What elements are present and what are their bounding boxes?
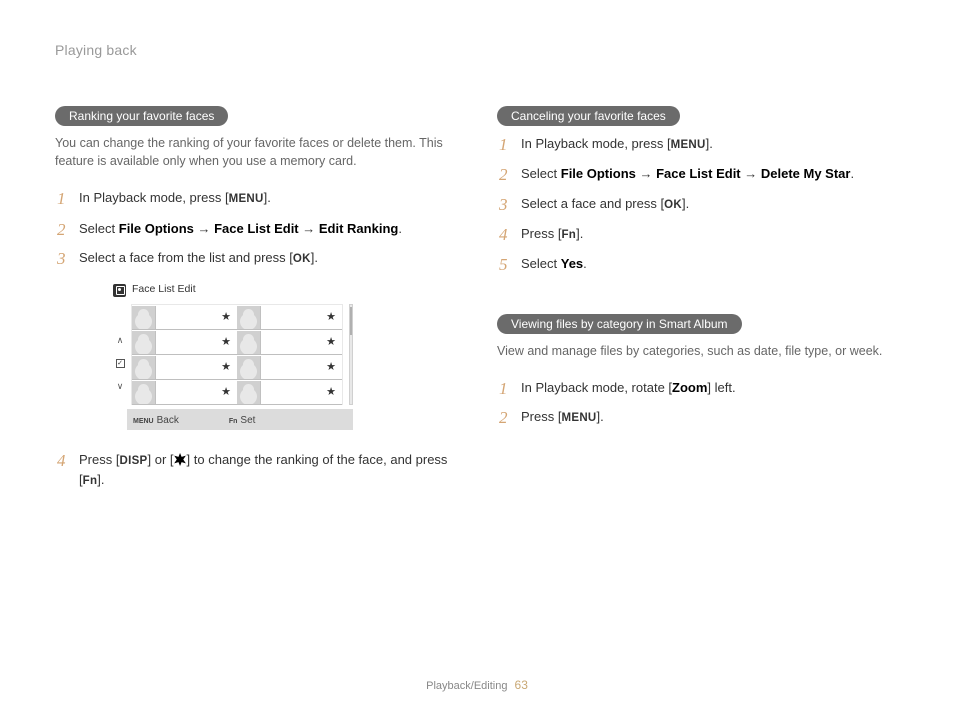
canceling-steps: In Playback mode, press [MENU]. Select F… [497,134,899,274]
face-detect-icon [113,284,126,297]
mock-set: FnSet [229,413,256,428]
right-column: Canceling your favorite faces In Playbac… [497,106,899,501]
ranking-step-3: Select a face from the list and press [O… [55,248,457,436]
fn-button-label: Fn [83,475,98,487]
mock-back: MENUBack [133,413,179,428]
face-cell: ★ [132,380,237,405]
star-icon: ★ [221,359,231,376]
ranking-steps: In Playback mode, press [MENU]. Select F… [55,188,457,490]
section-pill-canceling: Canceling your favorite faces [497,106,680,126]
page-header: Playing back [55,42,899,58]
zoom-button-label: Zoom [672,380,707,395]
menu-button-label: MENU [229,193,264,205]
view-step-2: Press [MENU]. [497,407,899,427]
face-thumb [132,306,156,329]
face-cell: ★ [237,330,342,355]
face-thumb [237,331,261,354]
macro-flower-icon [174,453,187,466]
face-thumb [132,381,156,404]
face-grid: ★ ★ ★ ★ ★ ★ ★ ★ [131,304,343,405]
cancel-step-1: In Playback mode, press [MENU]. [497,134,899,154]
star-icon: ★ [326,359,336,376]
star-icon: ★ [326,334,336,351]
face-thumb [237,306,261,329]
ok-button-label: OK [293,253,311,265]
section-pill-ranking: Ranking your favorite faces [55,106,228,126]
mock-scrollbar [349,304,353,405]
ranking-step-2: Select File Options → Face List Edit → E… [55,219,457,239]
star-icon: ★ [221,309,231,326]
face-cell: ★ [237,380,342,405]
face-cell: ★ [132,330,237,355]
menu-button-label: MENU [671,139,706,151]
ranking-step-4: Press [DISP] or [] to change the ranking… [55,450,457,491]
face-thumb [132,356,156,379]
smart-album-steps: In Playback mode, rotate [Zoom] left. Pr… [497,378,899,428]
face-list-edit-mockup: Face List Edit ∧ ✓ ∨ ★ ★ ★ [103,274,363,436]
arrow-down-icon: ∨ [117,382,124,391]
fn-button-label: Fn [561,229,576,241]
face-thumb [237,356,261,379]
arrow-up-icon: ∧ [117,336,124,345]
cancel-step-4: Press [Fn]. [497,224,899,244]
page-footer: Playback/Editing 63 [0,678,954,692]
face-thumb [132,331,156,354]
section-pill-smart-album: Viewing files by category in Smart Album [497,314,742,334]
page-number: 63 [515,678,528,692]
mock-title: Face List Edit [132,282,196,298]
star-icon: ★ [326,384,336,401]
disp-button-label: DISP [119,455,147,467]
ranking-step-1: In Playback mode, press [MENU]. [55,188,457,208]
footer-section: Playback/Editing [426,680,507,692]
face-cell: ★ [237,355,342,380]
checkbox-icon: ✓ [116,359,125,368]
face-thumb [237,381,261,404]
face-cell: ★ [132,305,237,330]
ok-button-label: OK [664,199,682,211]
content-columns: Ranking your favorite faces You can chan… [55,106,899,501]
smart-album-intro: View and manage files by categories, suc… [497,342,899,360]
cancel-step-5: Select Yes. [497,254,899,274]
cancel-step-2: Select File Options → Face List Edit → D… [497,164,899,184]
view-step-1: In Playback mode, rotate [Zoom] left. [497,378,899,398]
mock-nav-arrows: ∧ ✓ ∨ [113,304,127,405]
star-icon: ★ [221,334,231,351]
left-column: Ranking your favorite faces You can chan… [55,106,457,501]
menu-button-label: MENU [561,412,596,424]
star-icon: ★ [326,309,336,326]
face-cell: ★ [132,355,237,380]
mock-footer: MENUBack FnSet [127,409,353,430]
ranking-intro: You can change the ranking of your favor… [55,134,457,170]
face-cell: ★ [237,305,342,330]
star-icon: ★ [221,384,231,401]
cancel-step-3: Select a face and press [OK]. [497,194,899,214]
